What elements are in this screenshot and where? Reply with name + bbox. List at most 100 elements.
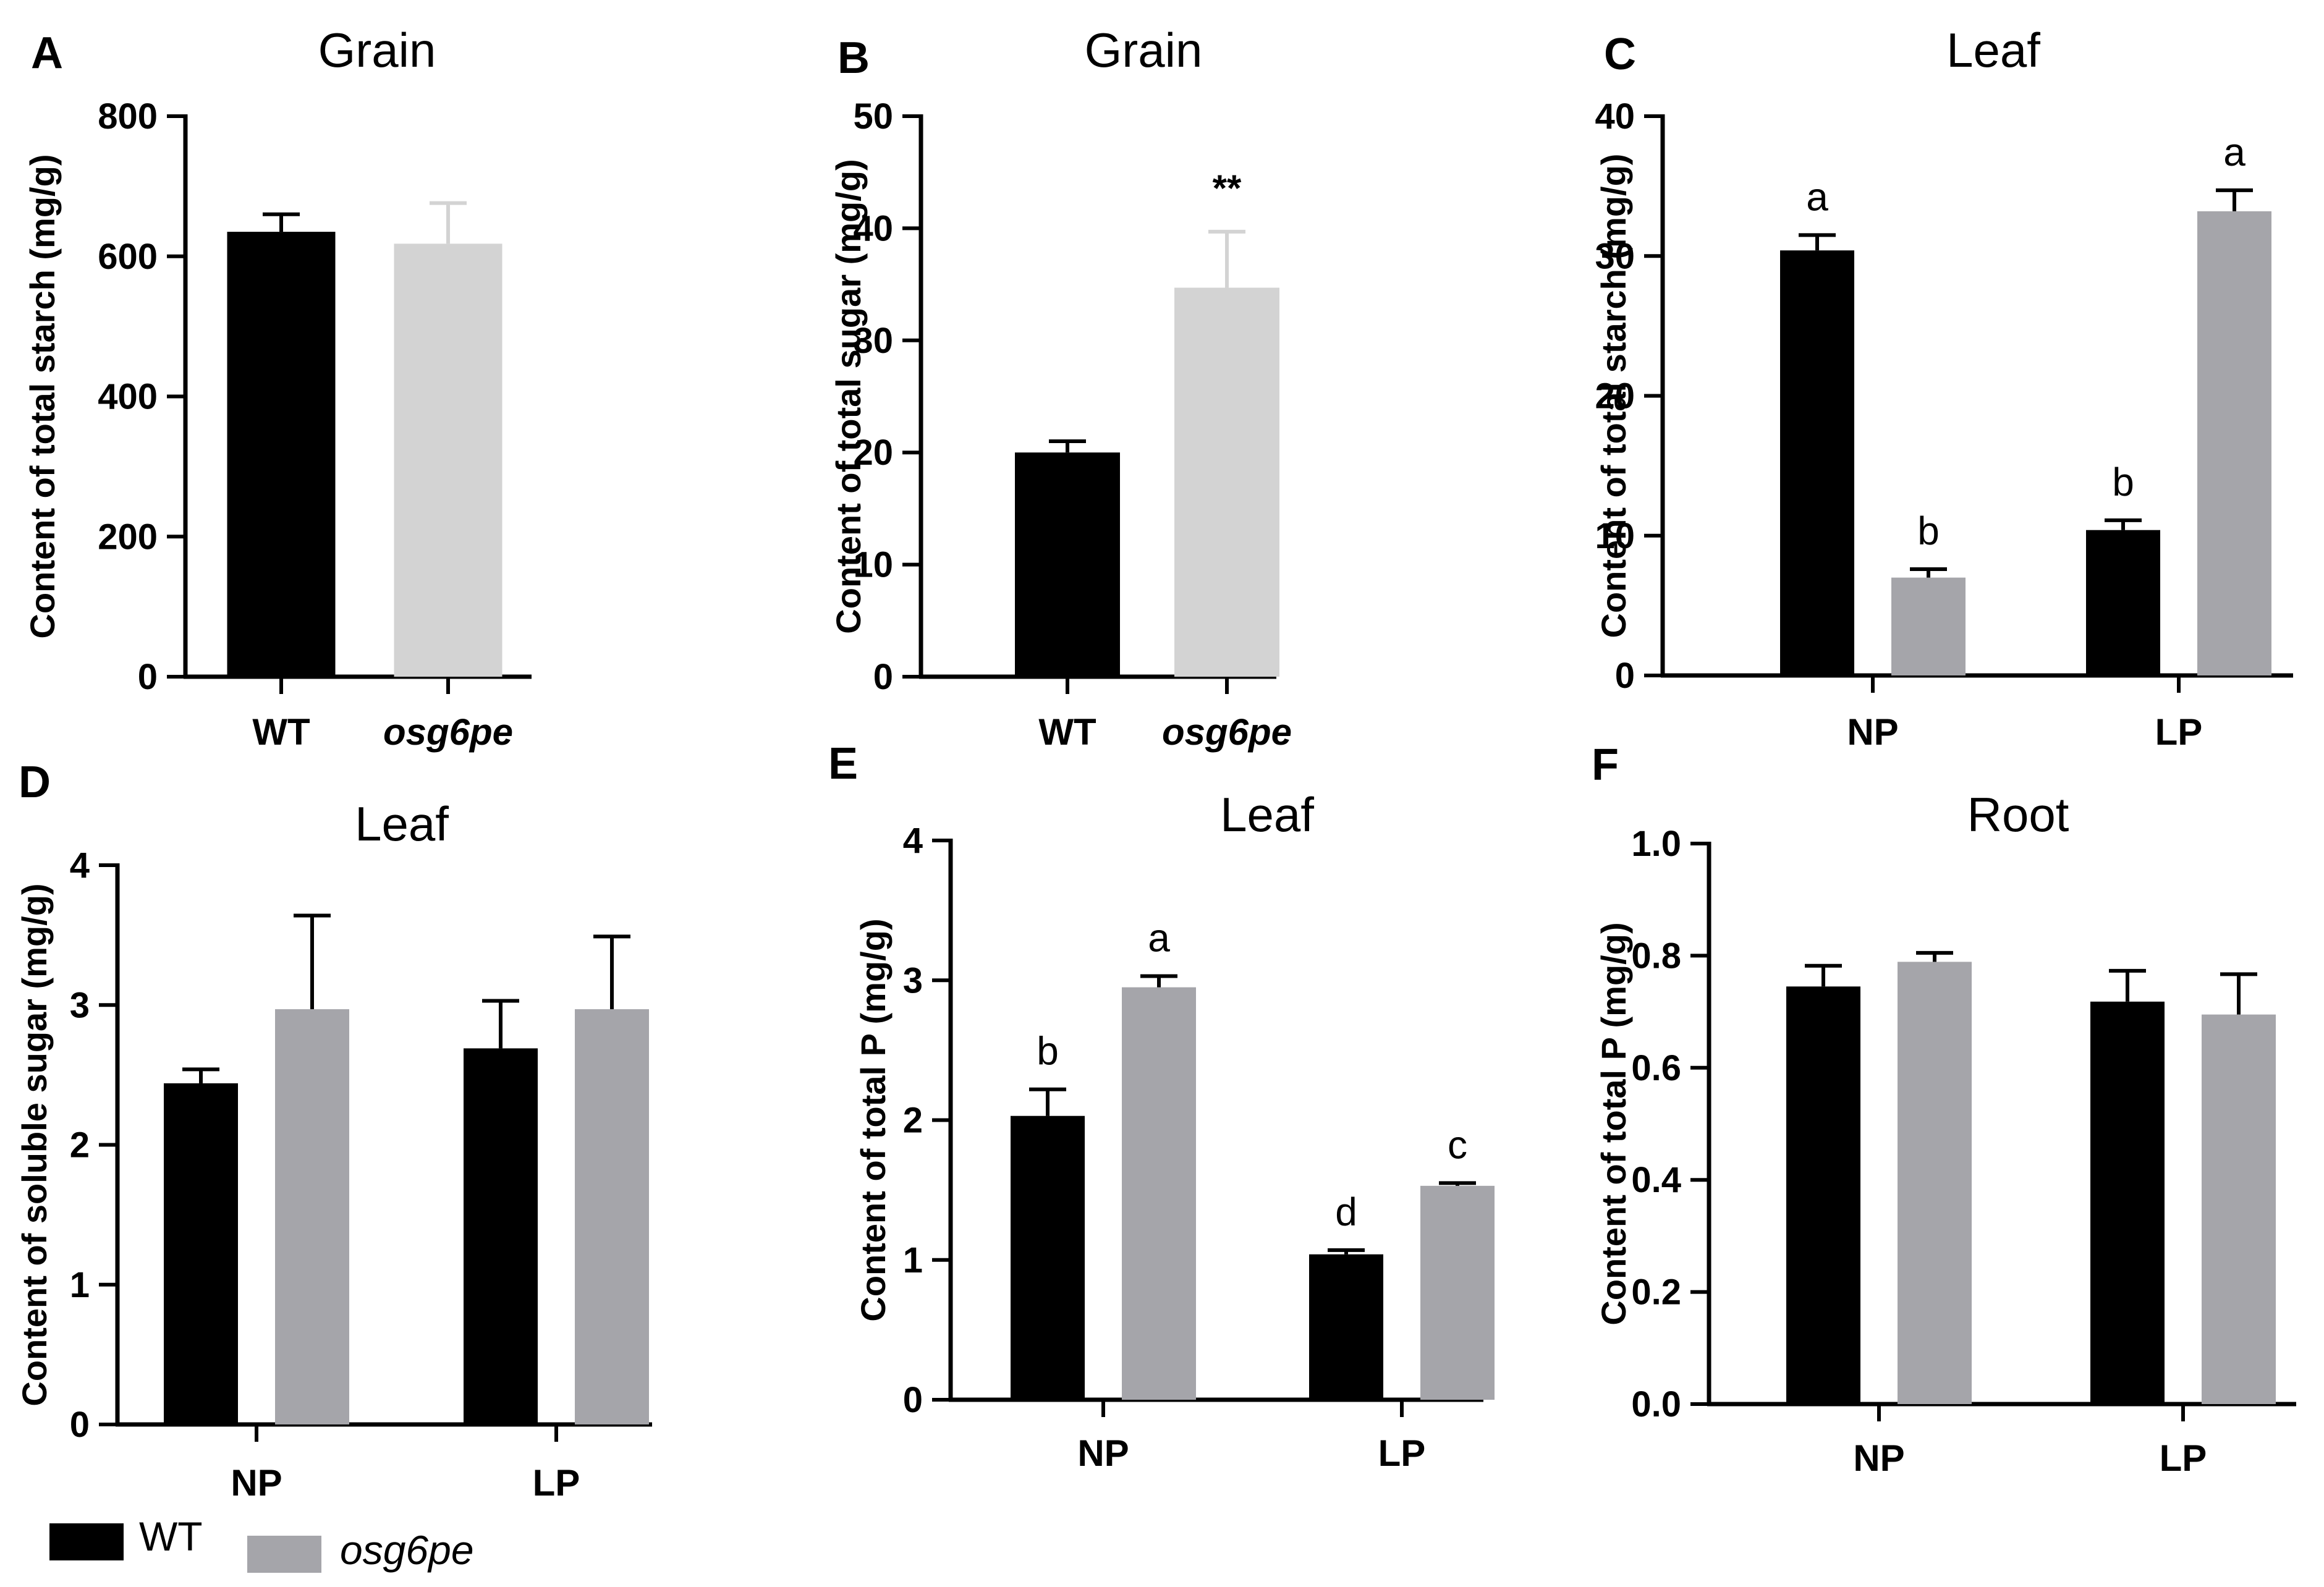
x-tick-label: LP xyxy=(2155,711,2203,753)
chart-title: Leaf xyxy=(1946,23,2040,77)
bar xyxy=(464,1048,538,1424)
panel-letter: C xyxy=(1604,30,1636,79)
bar xyxy=(1015,452,1120,677)
bar xyxy=(1309,1254,1383,1400)
y-tick-label: 0.2 xyxy=(1631,1272,1681,1313)
bar xyxy=(2086,530,2160,675)
y-tick-label: 40 xyxy=(1595,96,1635,137)
x-tick-label: NP xyxy=(231,1462,282,1504)
panel-b: B Grain Content of total sugar (mg/g)0 10 20… xyxy=(829,23,1292,753)
y-tick-label: 0.4 xyxy=(1631,1160,1681,1200)
bar xyxy=(2197,211,2271,676)
group-letter: b xyxy=(1037,1029,1059,1073)
y-tick-label: 200 xyxy=(98,517,158,557)
y-tick-label: 800 xyxy=(98,96,158,137)
y-axis-label: Content of soluble sugar (mg/g) xyxy=(15,883,54,1406)
panel-letter: E xyxy=(828,739,858,789)
x-tick-label: osg6pe xyxy=(383,711,513,753)
y-tick-label: 400 xyxy=(98,377,158,417)
y-tick-label: 3 xyxy=(903,960,923,1001)
chart-title: Root xyxy=(1967,787,2069,842)
legend-osg6pe-label: osg6pe xyxy=(340,1527,474,1573)
chart-title: Grain xyxy=(318,23,436,77)
panel-e: E Leaf Content of total P (mg/g) 0 1 2 3 4 NP LP b… xyxy=(828,739,1495,1474)
x-tick-label: WT xyxy=(1038,711,1096,753)
chart-title: Leaf xyxy=(1220,787,1314,842)
panel-f: F Root Content of total P (mg/g) 0.0 0.2 0.4 0… xyxy=(1592,740,2296,1479)
y-axis-label: Content of total starch (mg/g) xyxy=(23,154,62,639)
y-tick-label: 30 xyxy=(853,321,893,361)
x-tick-label: NP xyxy=(1847,711,1898,753)
y-tick-label: 3 xyxy=(70,985,90,1025)
y-tick-label: 0.6 xyxy=(1631,1048,1681,1088)
group-letter: d xyxy=(1335,1190,1357,1234)
bar xyxy=(1891,577,1966,675)
group-letter: a xyxy=(1148,915,1170,960)
panel-letter: A xyxy=(31,28,63,78)
y-tick-label: 0.8 xyxy=(1631,936,1681,976)
legend: WT osg6pe xyxy=(43,1508,600,1576)
panel-a: A Grain Content of total starch (mg/g) 0 200… xyxy=(23,23,532,753)
panel-letter: B xyxy=(838,33,870,83)
y-tick-label: 20 xyxy=(853,433,893,473)
panel-d: D Leaf Content of soluble sugar (mg/g) 0 1 2 3… xyxy=(15,758,652,1504)
y-tick-label: 600 xyxy=(98,237,158,277)
y-tick-label: 10 xyxy=(853,545,893,585)
y-tick-label: 0 xyxy=(70,1405,90,1445)
y-tick-label: 1 xyxy=(70,1265,90,1305)
y-axis-label: Content of total sugar (mg/g) xyxy=(829,159,868,633)
bar xyxy=(2090,1001,2165,1404)
bar xyxy=(164,1083,238,1424)
group-letter: c xyxy=(1448,1122,1467,1167)
panel-letter: D xyxy=(19,758,51,807)
y-tick-label: 1.0 xyxy=(1631,824,1681,864)
bar xyxy=(2202,1014,2276,1404)
y-axis-label: Content of total P (mg/g) xyxy=(1594,922,1633,1325)
y-tick-label: 0 xyxy=(138,657,158,697)
bar xyxy=(1011,1115,1085,1400)
bar xyxy=(575,1009,649,1424)
x-tick-label: LP xyxy=(1378,1433,1426,1474)
y-tick-label: 4 xyxy=(903,821,923,861)
bar xyxy=(1780,250,1854,675)
legend-wt-swatch xyxy=(49,1523,124,1560)
bar xyxy=(1122,987,1196,1400)
bar xyxy=(1786,986,1860,1404)
group-letter: a xyxy=(2223,130,2246,174)
bar xyxy=(1420,1185,1495,1400)
bar xyxy=(394,243,503,677)
y-tick-label: 40 xyxy=(853,208,893,248)
group-letter: b xyxy=(1917,509,1940,553)
chart-title: Leaf xyxy=(355,797,449,851)
y-tick-label: 4 xyxy=(70,845,90,886)
bar xyxy=(275,1009,349,1424)
panel-letter: F xyxy=(1592,740,1619,790)
y-tick-label: 30 xyxy=(1595,236,1635,276)
y-tick-label: 2 xyxy=(903,1101,923,1141)
x-tick-label: NP xyxy=(1853,1437,1904,1479)
y-tick-label: 50 xyxy=(853,96,893,137)
x-tick-label: osg6pe xyxy=(1162,711,1292,753)
legend-osg6pe-swatch xyxy=(247,1536,321,1573)
group-letter: a xyxy=(1806,174,1828,219)
x-tick-label: NP xyxy=(1077,1433,1129,1474)
legend-wt-label: WT xyxy=(139,1513,203,1559)
y-tick-label: 1 xyxy=(903,1240,923,1280)
y-tick-label: 0 xyxy=(903,1380,923,1420)
group-letter: b xyxy=(2112,460,2134,504)
y-tick-label: 0 xyxy=(1615,656,1635,696)
y-tick-label: 0.0 xyxy=(1631,1384,1681,1424)
significance-label: ** xyxy=(1213,167,1242,209)
x-tick-label: LP xyxy=(2160,1437,2207,1479)
y-tick-label: 20 xyxy=(1595,376,1635,417)
chart-title: Grain xyxy=(1085,23,1203,77)
y-tick-label: 0 xyxy=(873,657,893,697)
bar xyxy=(1898,962,1972,1404)
y-axis-label: Content of total P (mg/g) xyxy=(854,918,893,1321)
x-tick-label: LP xyxy=(533,1462,580,1504)
bar xyxy=(1174,287,1279,677)
y-tick-label: 10 xyxy=(1595,516,1635,556)
y-axis-label: Content of total starch (mg/g) xyxy=(1594,154,1633,638)
panel-c: C Leaf Content of total starch (mg/g) 0 10 20… xyxy=(1594,23,2293,753)
